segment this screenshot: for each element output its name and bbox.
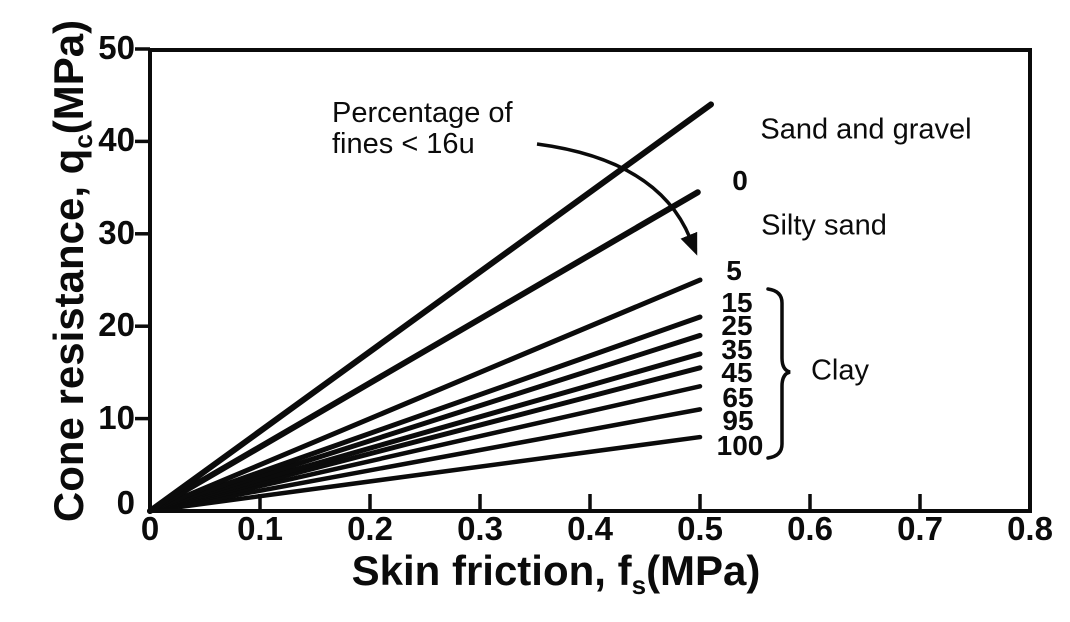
y-axis-title-units: (MPa) [45, 19, 92, 135]
x-tick-label-0.6: 0.6 [787, 510, 833, 547]
y-tick-label-40: 40 [98, 121, 135, 159]
series-line-fines-15 [147, 314, 703, 514]
y-axis-title-subscript: c [68, 134, 98, 149]
series-line-fines-5 [147, 277, 703, 514]
clay-group-brace [766, 287, 791, 460]
fines-annotation-line2: fines < 16u [332, 128, 475, 160]
fines-label-95: 95 [722, 405, 754, 436]
series-line-fines-95 [147, 407, 703, 514]
x-axis-title-text: Skin friction, f [351, 547, 632, 594]
fines-direction-arrow [536, 142, 698, 256]
region-label-clay: Clay [810, 354, 870, 387]
y-tick-label-20: 20 [98, 306, 135, 344]
x-tick-label-0.8: 0.8 [1007, 510, 1053, 547]
y-tick-label-10: 10 [98, 398, 135, 436]
x-tick-label-0: 0 [140, 510, 160, 547]
series-line-fines-0 [147, 189, 701, 514]
fines-label-65: 65 [722, 382, 754, 413]
y-axis-title-text: Cone resistance, q [45, 148, 92, 523]
x-axis-title: Skin friction, fs(MPa) [352, 547, 761, 601]
fines-label-25: 25 [721, 310, 753, 341]
series-line-fines-65 [147, 384, 703, 514]
x-axis-title-units: (MPa) [646, 547, 761, 594]
x-tick-label-0.7: 0.7 [897, 510, 943, 547]
fines-label-5: 5 [726, 255, 742, 286]
region-label-sand-and-gravel: Sand and gravel [760, 113, 972, 146]
fines-annotation-line1: Percentage of [332, 97, 513, 129]
fines-label-100: 100 [716, 430, 764, 461]
fines-label-0: 0 [732, 165, 748, 196]
series-line-fines-100 [147, 434, 703, 514]
x-tick-label-0.3: 0.3 [457, 510, 503, 547]
x-axis-title-subscript: s [631, 570, 647, 600]
x-tick-label-0.5: 0.5 [677, 510, 723, 547]
y-tick-label-30: 30 [98, 213, 135, 251]
x-tick-label-0.2: 0.2 [347, 510, 393, 547]
series-line-fines-sand-gravel [147, 101, 714, 514]
x-tick-label-0.4: 0.4 [567, 510, 613, 547]
fines-label-15: 15 [721, 287, 753, 318]
y-tick-label-0: 0 [116, 484, 135, 521]
x-tick-label-0.1: 0.1 [237, 510, 283, 547]
fines-annotation: Percentage of fines < 16u [332, 98, 513, 160]
series-line-fines-25 [147, 332, 703, 514]
region-label-silty-sand: Silty sand [761, 209, 887, 242]
plot-border [148, 48, 1032, 513]
y-tick-label-50: 50 [98, 29, 135, 66]
fines-label-35: 35 [721, 334, 753, 365]
y-axis-title: Cone resistance, qc(MPa) [45, 20, 99, 522]
series-line-fines-35 [147, 351, 703, 514]
fines-label-45: 45 [721, 357, 753, 388]
